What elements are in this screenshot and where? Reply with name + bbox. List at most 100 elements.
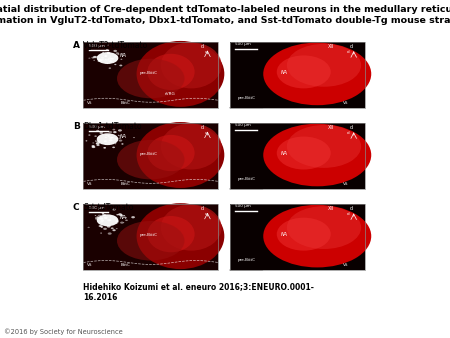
- Text: c: c: [205, 212, 207, 216]
- Ellipse shape: [104, 140, 107, 142]
- Ellipse shape: [117, 221, 184, 261]
- Text: A: A: [73, 41, 80, 50]
- Ellipse shape: [98, 215, 101, 217]
- Ellipse shape: [102, 214, 105, 215]
- Ellipse shape: [95, 141, 97, 142]
- Ellipse shape: [110, 216, 111, 217]
- Ellipse shape: [99, 132, 103, 134]
- Text: XII: XII: [328, 44, 334, 49]
- Text: d: d: [350, 125, 353, 130]
- Text: VS: VS: [87, 101, 93, 105]
- Text: d: d: [347, 212, 350, 216]
- Ellipse shape: [92, 142, 94, 144]
- Ellipse shape: [120, 221, 124, 224]
- Text: VS: VS: [343, 182, 348, 186]
- Ellipse shape: [117, 214, 118, 215]
- Ellipse shape: [112, 209, 116, 211]
- Bar: [230, 204, 364, 270]
- Ellipse shape: [110, 143, 112, 145]
- Text: d: d: [347, 131, 350, 135]
- Bar: [230, 123, 364, 189]
- Ellipse shape: [100, 59, 102, 61]
- Ellipse shape: [137, 122, 225, 188]
- Text: Spatial distribution of Cre-dependent tdTomato-labeled neurons in the medullary : Spatial distribution of Cre-dependent td…: [0, 5, 450, 25]
- Ellipse shape: [115, 138, 118, 140]
- Text: VS: VS: [87, 182, 93, 186]
- Ellipse shape: [88, 57, 90, 59]
- Text: pre-BötC: pre-BötC: [140, 152, 158, 156]
- Text: BötC: BötC: [121, 263, 131, 267]
- Text: rVRG: rVRG: [164, 92, 175, 96]
- Ellipse shape: [98, 59, 102, 62]
- Ellipse shape: [161, 204, 221, 251]
- Text: pre-BötC: pre-BötC: [238, 258, 256, 262]
- Text: pre-BötC: pre-BötC: [238, 177, 256, 181]
- Text: VS: VS: [343, 263, 348, 267]
- Ellipse shape: [104, 55, 107, 57]
- Ellipse shape: [97, 217, 99, 218]
- Ellipse shape: [86, 140, 87, 141]
- Bar: [83, 204, 218, 270]
- Ellipse shape: [107, 219, 111, 221]
- Ellipse shape: [263, 205, 371, 267]
- Ellipse shape: [137, 203, 225, 269]
- Ellipse shape: [108, 142, 110, 143]
- Ellipse shape: [119, 65, 122, 66]
- Ellipse shape: [109, 219, 112, 221]
- Text: NA: NA: [281, 232, 288, 237]
- Ellipse shape: [88, 135, 90, 136]
- Bar: [230, 42, 364, 108]
- Ellipse shape: [105, 135, 108, 136]
- Text: XII: XII: [328, 206, 334, 211]
- Ellipse shape: [109, 137, 112, 139]
- Ellipse shape: [97, 56, 99, 57]
- Ellipse shape: [110, 56, 111, 57]
- Ellipse shape: [105, 59, 108, 61]
- Ellipse shape: [102, 55, 104, 56]
- Bar: [83, 42, 218, 108]
- Ellipse shape: [108, 136, 110, 137]
- Ellipse shape: [97, 214, 118, 226]
- Ellipse shape: [94, 215, 96, 216]
- Text: Dbx1-tdTomato: Dbx1-tdTomato: [83, 122, 142, 131]
- Ellipse shape: [99, 225, 101, 227]
- Ellipse shape: [109, 61, 112, 63]
- Text: NA: NA: [120, 134, 127, 139]
- Text: 500 μm: 500 μm: [235, 42, 251, 46]
- Text: 500 μm: 500 μm: [235, 204, 251, 209]
- Ellipse shape: [100, 54, 102, 55]
- Ellipse shape: [108, 67, 111, 69]
- Ellipse shape: [118, 135, 119, 136]
- Ellipse shape: [120, 214, 124, 216]
- Ellipse shape: [101, 220, 104, 221]
- Ellipse shape: [109, 139, 112, 141]
- Ellipse shape: [114, 64, 117, 65]
- Text: B: B: [73, 122, 80, 131]
- Ellipse shape: [113, 50, 117, 52]
- Ellipse shape: [98, 137, 99, 138]
- Ellipse shape: [102, 58, 104, 60]
- Ellipse shape: [107, 225, 111, 227]
- Ellipse shape: [98, 61, 99, 62]
- Text: pre-BötC: pre-BötC: [140, 71, 158, 75]
- Ellipse shape: [91, 57, 94, 58]
- Ellipse shape: [113, 131, 117, 133]
- Ellipse shape: [119, 135, 121, 137]
- Ellipse shape: [102, 213, 104, 214]
- Ellipse shape: [263, 43, 371, 105]
- Ellipse shape: [114, 55, 118, 57]
- Ellipse shape: [104, 59, 106, 60]
- Ellipse shape: [104, 147, 106, 149]
- Ellipse shape: [114, 57, 115, 58]
- Ellipse shape: [121, 59, 122, 60]
- Ellipse shape: [263, 124, 371, 186]
- Ellipse shape: [116, 52, 119, 54]
- Text: XII: XII: [328, 125, 334, 130]
- Ellipse shape: [102, 52, 104, 53]
- Bar: [230, 204, 364, 270]
- Ellipse shape: [96, 130, 99, 131]
- Text: ©2016 by Society for Neuroscience: ©2016 by Society for Neuroscience: [4, 328, 123, 335]
- Text: d: d: [201, 125, 204, 130]
- Bar: [83, 123, 218, 189]
- Ellipse shape: [287, 125, 361, 168]
